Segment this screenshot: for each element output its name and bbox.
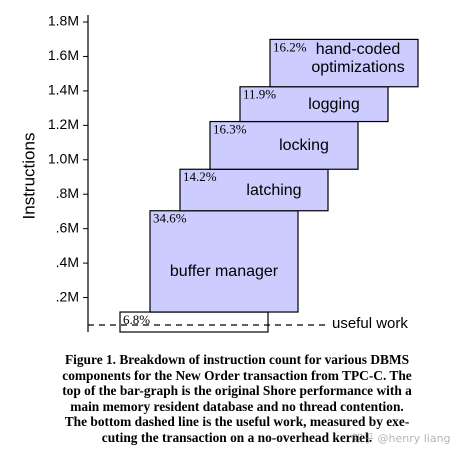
bar-segment bbox=[239, 86, 389, 123]
bar-segment bbox=[269, 38, 419, 88]
share-label: 11.9% bbox=[243, 87, 276, 102]
segment-label: latching bbox=[246, 182, 302, 199]
chart: Instructions .2M .4M .6M .8M 1.0M 1.2M 1.4M 1.6… bbox=[19, 13, 419, 333]
y-tick-label: .8M bbox=[56, 185, 79, 201]
watermark: 知乎 @henry liang bbox=[352, 432, 451, 445]
caption-line: Figure 1. Breakdown of instruction count… bbox=[64, 352, 410, 367]
segment-label: locking bbox=[279, 137, 329, 155]
caption: Figure 1. Breakdown of instruction count… bbox=[8, 352, 466, 446]
share-label: 34.6% bbox=[153, 211, 187, 226]
y-tick-label: .2M bbox=[56, 288, 79, 304]
bar-segment bbox=[179, 168, 329, 212]
bar-segment bbox=[149, 210, 299, 313]
caption-line: main memory resident database and no thr… bbox=[70, 398, 404, 414]
segment-label: buffer manager bbox=[169, 263, 279, 281]
y-axis-title: Instructions bbox=[19, 133, 38, 220]
segment-label: logging bbox=[308, 96, 360, 114]
useful-work-label: useful work bbox=[332, 315, 408, 332]
y-tick-label: 1.0M bbox=[48, 150, 79, 166]
share-label: 16.3% bbox=[213, 122, 247, 137]
y-tick-label: 1.4M bbox=[48, 82, 79, 98]
share-label: 14.2% bbox=[183, 169, 217, 184]
caption-line: cuting the transaction on a no-overhead … bbox=[101, 429, 373, 445]
segment-label: hand-coded optimizations bbox=[311, 41, 405, 77]
y-tick-label: .6M bbox=[56, 219, 79, 235]
caption-line: top of the bar-graph is the original Sho… bbox=[62, 383, 412, 399]
y-tick-label: 1.8M bbox=[48, 13, 79, 29]
caption-line: components for the New Order transaction… bbox=[62, 367, 412, 383]
y-tick-label: .4M bbox=[56, 254, 79, 270]
share-label: 16.2% bbox=[273, 39, 307, 54]
share-label: 6.8% bbox=[123, 312, 150, 327]
y-tick-label: 1.6M bbox=[48, 47, 79, 63]
y-tick-label: 1.2M bbox=[48, 116, 79, 132]
bar-segment bbox=[209, 120, 359, 170]
caption-line: The bottom dashed line is the useful wor… bbox=[64, 414, 410, 430]
